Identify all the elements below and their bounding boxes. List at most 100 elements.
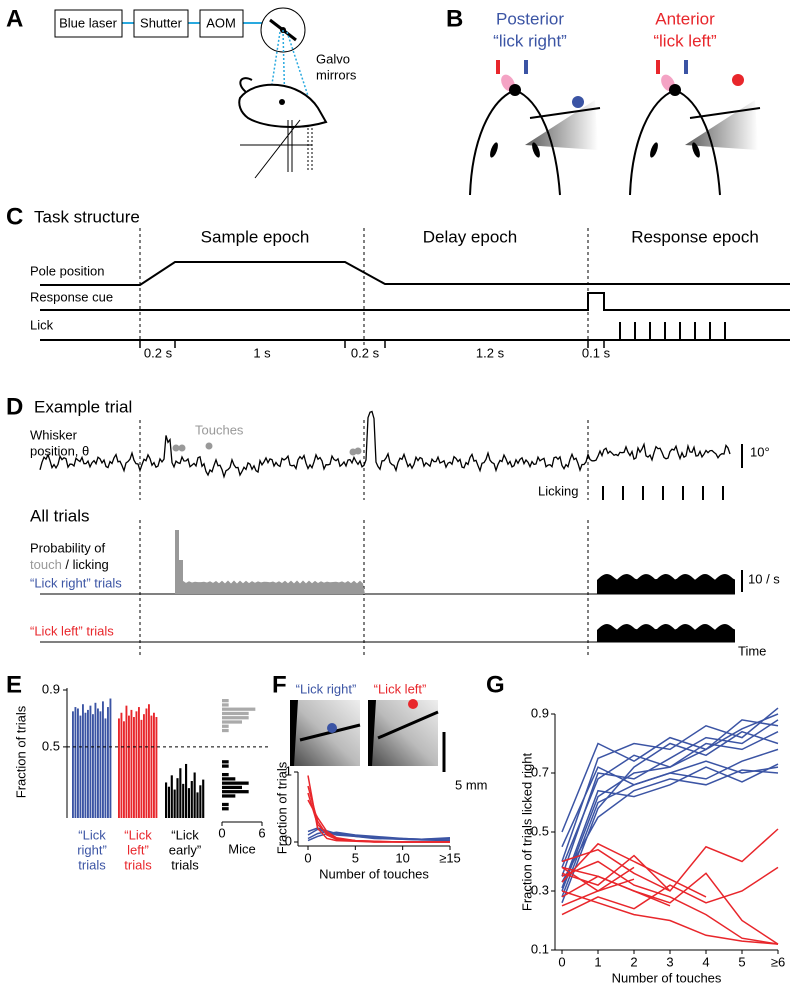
axis-label: touch / licking (30, 557, 109, 572)
trial-type: “Lick left” trials (30, 623, 114, 638)
touch-word: touch (30, 557, 62, 572)
epoch-divider (139, 420, 589, 655)
duration: 0.1 s (582, 345, 611, 360)
duration: 0.2 s (351, 345, 380, 360)
bar (87, 709, 89, 818)
panel-letter: A (6, 5, 23, 32)
trace-label: position, θ (30, 443, 89, 458)
time-label: Time (738, 643, 766, 658)
epoch-label: Delay epoch (423, 227, 518, 246)
condition-label: “lick left” (653, 31, 717, 50)
box-label: Blue laser (59, 15, 117, 30)
row-label: Response cue (30, 289, 113, 304)
category-label: trials (124, 857, 152, 872)
y-tick-label: 0.5 (531, 823, 549, 838)
x-tick-label: 0 (304, 850, 311, 865)
data-line (561, 890, 779, 945)
histogram-bar (222, 703, 229, 707)
head-posterior (469, 60, 601, 196)
panel-letter: E (6, 671, 22, 698)
histogram-bar (222, 716, 249, 720)
histogram-bar (222, 707, 256, 711)
data-line (561, 842, 707, 898)
category-label: left” (127, 842, 149, 857)
bar (182, 783, 185, 818)
bar (82, 704, 84, 818)
bar (145, 708, 148, 818)
category-label: “Lick (124, 827, 152, 842)
whisker-image (368, 700, 438, 766)
data-line (561, 866, 779, 916)
epoch-label: Sample epoch (201, 227, 310, 246)
panel-title: Task structure (34, 207, 140, 226)
panel-b: Posterior “lick right” Anterior “lick le… (469, 9, 761, 196)
touch-dots (172, 442, 362, 456)
bar (199, 785, 202, 818)
lick-trace (40, 322, 790, 341)
histogram-bar (222, 711, 249, 716)
x-tick-label: 0 (558, 954, 565, 969)
bar (155, 717, 158, 818)
x-tick-label: 2 (630, 954, 637, 969)
histogram-bar (222, 785, 242, 790)
touch-histogram (175, 530, 365, 594)
bar (190, 781, 193, 818)
bar (107, 707, 109, 818)
trace-label: Whisker (30, 427, 78, 442)
box-label: AOM (206, 15, 236, 30)
trial-type: “Lick right” trials (30, 575, 122, 590)
histogram-bar (222, 802, 229, 807)
category-label: trials (78, 857, 106, 872)
bar (150, 715, 153, 818)
scale-label: 10° (750, 444, 770, 459)
y-tick-label: 0.3 (531, 882, 549, 897)
data-line (561, 730, 779, 904)
data-line (561, 763, 779, 889)
bar (173, 789, 176, 818)
galvo-label: Galvo (316, 51, 350, 66)
bar (143, 714, 145, 818)
panel-f-images: “Lick right” “Lick left” 5 mm (290, 681, 488, 792)
bar (109, 698, 112, 818)
panel-letter: B (446, 5, 463, 32)
bar (123, 721, 125, 818)
histogram-bar (222, 764, 229, 768)
touch-label: Touches (195, 422, 244, 437)
histogram-bar (222, 699, 229, 703)
box-label: Shutter (140, 15, 183, 30)
bar (118, 718, 120, 818)
bar (99, 711, 102, 818)
panel-letter: C (6, 203, 23, 230)
panel-a: Blue laser Shutter AOM Galvo mirrors (54, 7, 357, 179)
x-tick-label: 10 (395, 850, 409, 865)
image-label: “Lick left” (374, 681, 427, 696)
bar (130, 709, 133, 818)
y-tick-label: 0.5 (42, 738, 60, 753)
row-label: Lick (30, 317, 54, 332)
y-tick-label: 0 (285, 833, 292, 848)
bar (148, 704, 150, 818)
cue-trace (40, 292, 790, 311)
bar (102, 701, 104, 818)
head-anterior (629, 60, 761, 196)
lick-histogram (597, 574, 735, 594)
data-line (561, 860, 779, 945)
bar (140, 719, 143, 818)
lick-label: Licking (538, 483, 578, 498)
duration: 1 s (253, 345, 271, 360)
pole-dot (408, 699, 418, 709)
condition-name: Anterior (655, 9, 715, 28)
duration: 0.2 s (144, 345, 173, 360)
panel-c: Task structure Sample epoch Delay epoch … (30, 207, 790, 360)
bar (193, 772, 196, 818)
bar (104, 718, 107, 818)
data-line (307, 792, 450, 843)
whisker-pole (240, 119, 312, 179)
bar (135, 711, 138, 818)
bar (187, 788, 190, 818)
galvo-label: mirrors (316, 67, 357, 82)
x-tick-label: 5 (352, 850, 359, 865)
histogram-bar (222, 790, 249, 794)
lick-histogram (597, 624, 735, 642)
